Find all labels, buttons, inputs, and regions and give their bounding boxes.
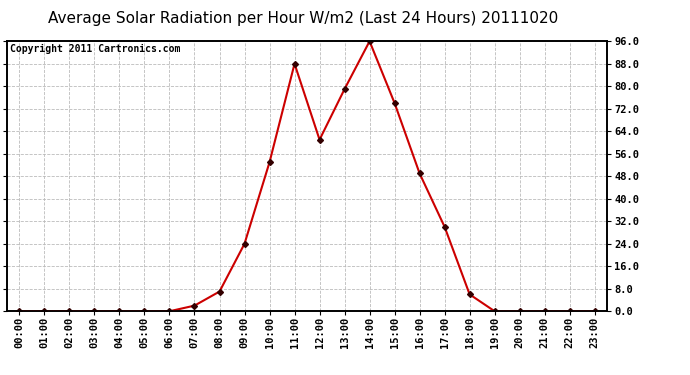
Text: Average Solar Radiation per Hour W/m2 (Last 24 Hours) 20111020: Average Solar Radiation per Hour W/m2 (L… <box>48 11 559 26</box>
Text: Copyright 2011 Cartronics.com: Copyright 2011 Cartronics.com <box>10 44 180 54</box>
